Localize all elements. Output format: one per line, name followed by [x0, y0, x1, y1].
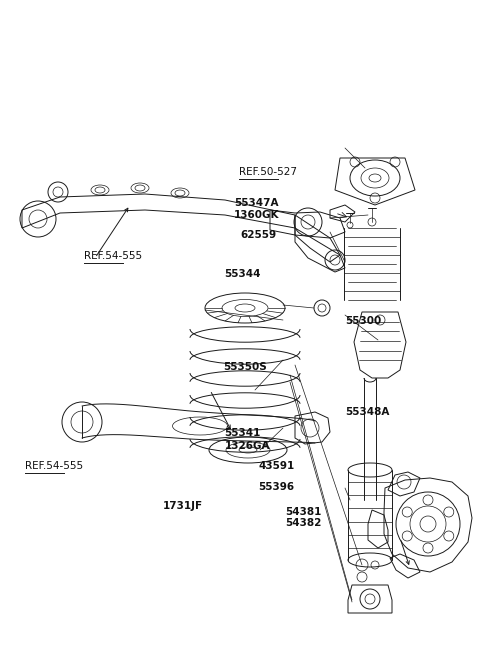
- Text: REF.54-555: REF.54-555: [84, 251, 142, 261]
- Text: 1731JF: 1731JF: [163, 501, 204, 512]
- Text: 43591: 43591: [258, 461, 295, 471]
- Text: 55348A: 55348A: [346, 407, 390, 417]
- Text: 55344: 55344: [225, 269, 261, 279]
- Text: REF.54-555: REF.54-555: [25, 461, 83, 471]
- Text: 1326GA: 1326GA: [225, 441, 270, 451]
- Text: 62559: 62559: [240, 230, 276, 240]
- Text: 55396: 55396: [258, 482, 294, 492]
- Text: REF.50-527: REF.50-527: [239, 167, 297, 177]
- Text: 55347A: 55347A: [234, 198, 279, 209]
- Text: 54381: 54381: [286, 506, 322, 517]
- Text: 1360GK: 1360GK: [234, 210, 280, 220]
- Text: 54382: 54382: [286, 518, 322, 529]
- Text: 55341: 55341: [225, 428, 261, 438]
- Text: 55350S: 55350S: [223, 362, 267, 373]
- Text: 55300: 55300: [346, 316, 382, 327]
